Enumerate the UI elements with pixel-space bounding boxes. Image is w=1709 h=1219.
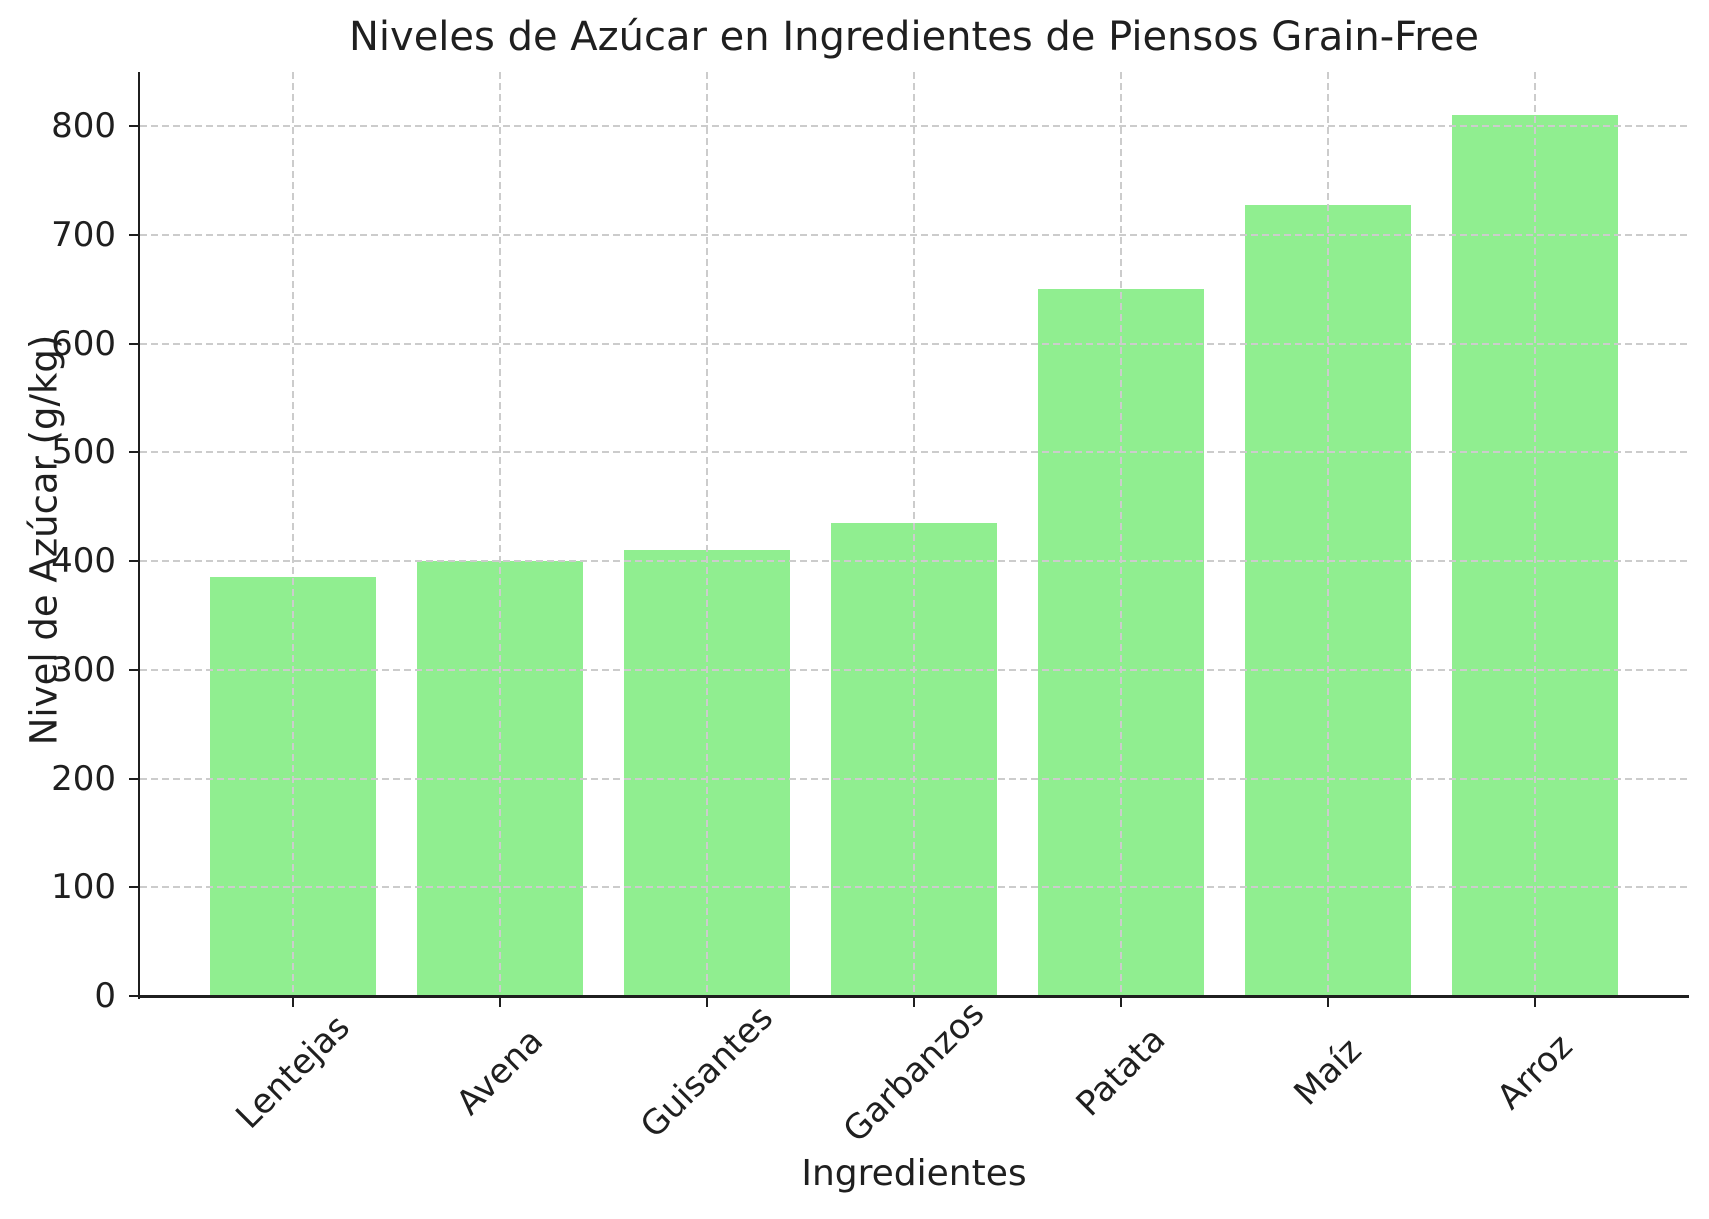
y-tick-label: 700 [51,215,116,256]
x-gridline [1533,72,1536,996]
y-tick-label: 400 [51,541,116,582]
x-gridline [913,72,915,996]
x-tick-mark [913,998,915,1007]
x-axis-label: Ingredientes [801,1153,1027,1194]
chart-title: Niveles de Azúcar en Ingredientes de Pie… [348,14,1480,60]
y-tick-mark [129,668,138,671]
y-tick-mark [129,451,138,454]
y-axis-spine [138,72,140,999]
y-tick-label: 300 [51,649,116,690]
x-tick-mark [706,998,709,1007]
y-tick-mark [129,234,138,237]
y-tick-label: 0 [94,976,116,1016]
x-tick-mark [1119,998,1122,1007]
plot-area: 0 100 200 300 400 500 600 700 800 Lentejas Avena Gu… [51,72,1689,1150]
y-tick-label: 800 [51,106,116,147]
x-axis-spine [138,995,1689,998]
y-tick-mark [129,886,138,889]
x-tick-label: Arroz [1489,1026,1581,1118]
x-gridline [292,72,295,996]
y-tick-mark [129,560,138,563]
y-tick-label: 200 [51,758,116,799]
x-gridline [499,72,502,996]
y-tick-label: 500 [51,432,116,473]
x-tick-label: Patata [1068,1019,1174,1125]
y-tick-mark [129,125,138,128]
x-tick-mark [499,998,502,1007]
x-gridline [1119,72,1122,996]
y-tick-mark [129,777,138,780]
x-gridline [1326,72,1329,996]
x-tick-label: Garbanzos [835,993,993,1151]
y-tick-label: 600 [51,323,116,364]
x-tick-label: Maíz [1286,1030,1370,1114]
x-tick-mark [1326,998,1329,1007]
y-tick-mark [129,995,138,997]
x-tick-mark [292,998,295,1007]
x-gridline [706,72,709,996]
x-tick-label: Avena [448,1020,552,1124]
x-tick-label: Lentejas [228,1007,358,1137]
x-tick-label: Guisantes [633,997,782,1147]
y-tick-mark [129,342,138,345]
y-tick-label: 100 [51,867,116,908]
x-tick-mark [1533,998,1536,1007]
